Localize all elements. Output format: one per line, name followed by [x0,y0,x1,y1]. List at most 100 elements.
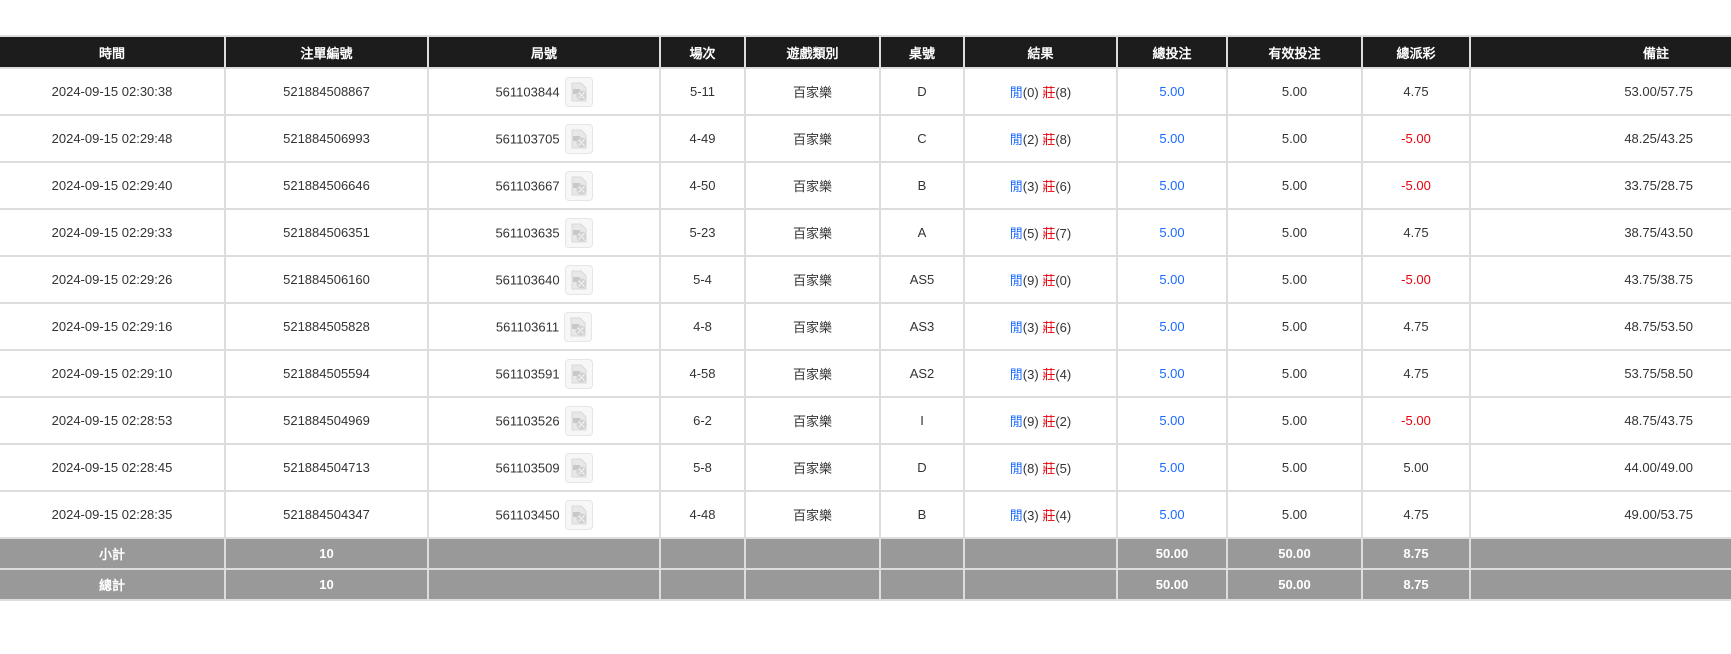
empty-cell [1469,537,1731,570]
replay-video-icon[interactable] [564,311,593,342]
game-type-cell: 百家樂 [744,255,881,304]
remark-cell: 33.75/28.75 [1469,161,1731,210]
header-valid-bet: 有效投注 [1226,35,1363,68]
remark-cell: 49.00/53.75 [1469,490,1731,539]
bet-id-cell: 521884504969 [224,396,429,445]
valid-bet-cell: 5.00 [1226,349,1363,398]
empty-cell [744,537,881,570]
session-cell: 5-8 [659,443,746,492]
replay-video-icon[interactable] [564,123,593,154]
replay-video-icon[interactable] [564,499,593,530]
table-cell: I [879,396,965,445]
table-cell: AS2 [879,349,965,398]
total-bet-cell: 5.00 [1116,349,1228,398]
total-bet-cell: 5.00 [1116,161,1228,210]
banker-score: (8) [1055,85,1072,100]
remark-cell: 48.75/53.50 [1469,302,1731,351]
round-cell: 561103509 [427,443,661,492]
round-cell: 561103667 [427,161,661,210]
bet-id-cell: 521884506646 [224,161,429,210]
player-label: 閒 [1009,273,1023,288]
player-score: (2) [1022,132,1039,147]
game-type-cell: 百家樂 [744,490,881,539]
session-cell: 5-4 [659,255,746,304]
result-cell: 閒(3) 莊(4) [963,349,1118,398]
time-cell: 2024-09-15 02:28:53 [0,396,226,445]
header-remark: 備註 [1469,35,1731,68]
total-bet-cell: 5.00 [1116,490,1228,539]
result-cell: 閒(8) 莊(5) [963,443,1118,492]
player-label: 閒 [1009,508,1023,523]
empty-cell [659,537,746,570]
banker-score: (5) [1055,461,1072,476]
round-number: 561103509 [495,460,560,475]
round-number: 561103450 [495,507,560,522]
table-cell: D [879,443,965,492]
table-cell: B [879,490,965,539]
session-cell: 4-8 [659,302,746,351]
replay-video-icon[interactable] [564,264,593,295]
table-row: 2024-09-15 02:29:33 521884506351 5611036… [0,208,1731,257]
valid-bet-cell: 5.00 [1226,396,1363,445]
payout-cell: 4.75 [1361,349,1471,398]
table-row: 2024-09-15 02:29:48 521884506993 5611037… [0,114,1731,163]
header-result: 結果 [963,35,1118,68]
session-cell: 5-23 [659,208,746,257]
summary-payout: 8.75 [1361,537,1471,570]
time-cell: 2024-09-15 02:29:40 [0,161,226,210]
round-cell: 561103640 [427,255,661,304]
banker-score: (6) [1055,179,1072,194]
game-type-cell: 百家樂 [744,114,881,163]
session-cell: 4-58 [659,349,746,398]
banker-label: 莊 [1042,179,1056,194]
result-cell: 閒(5) 莊(7) [963,208,1118,257]
banker-label: 莊 [1042,226,1056,241]
time-cell: 2024-09-15 02:28:45 [0,443,226,492]
player-label: 閒 [1009,226,1023,241]
replay-video-icon[interactable] [564,452,593,483]
replay-video-icon[interactable] [564,358,593,389]
header-round: 局號 [427,35,661,68]
remark-cell: 43.75/38.75 [1469,255,1731,304]
table-row: 2024-09-15 02:29:10 521884505594 5611035… [0,349,1731,398]
player-label: 閒 [1009,367,1023,382]
player-score: (3) [1022,367,1039,382]
banker-score: (6) [1055,320,1072,335]
total-bet-cell: 5.00 [1116,114,1228,163]
banker-score: (8) [1055,132,1072,147]
total-bet-cell: 5.00 [1116,443,1228,492]
remark-cell: 48.25/43.25 [1469,114,1731,163]
banker-score: (7) [1055,226,1072,241]
total-bet-cell: 5.00 [1116,396,1228,445]
remark-cell: 44.00/49.00 [1469,443,1731,492]
session-cell: 6-2 [659,396,746,445]
bet-id-cell: 521884505828 [224,302,429,351]
empty-cell [879,568,965,601]
table-row: 2024-09-15 02:29:26 521884506160 5611036… [0,255,1731,304]
time-cell: 2024-09-15 02:28:35 [0,490,226,539]
table-header: 時間 注單編號 局號 場次 遊戲類別 桌號 結果 總投注 有效投注 總派彩 備註 [0,35,1731,68]
replay-video-icon[interactable] [564,217,593,248]
summary-label: 總計 [0,568,226,601]
replay-video-icon[interactable] [564,405,593,436]
table-row: 2024-09-15 02:29:16 521884505828 5611036… [0,302,1731,351]
bet-id-cell: 521884506993 [224,114,429,163]
round-number: 561103526 [495,413,560,428]
total-bet-cell: 5.00 [1116,67,1228,116]
game-type-cell: 百家樂 [744,161,881,210]
time-cell: 2024-09-15 02:29:33 [0,208,226,257]
table-cell: D [879,67,965,116]
session-cell: 4-50 [659,161,746,210]
replay-video-icon[interactable] [564,76,593,107]
round-number: 561103640 [495,272,560,287]
summary-count: 10 [224,537,429,570]
round-number: 561103591 [495,366,560,381]
summary-row: 總計 10 50.00 50.00 8.75 [0,568,1731,601]
table-row: 2024-09-15 02:29:40 521884506646 5611036… [0,161,1731,210]
bet-id-cell: 521884506160 [224,255,429,304]
summary-total-bet: 50.00 [1116,568,1228,601]
replay-video-icon[interactable] [564,170,593,201]
bet-id-cell: 521884504713 [224,443,429,492]
payout-cell: 4.75 [1361,490,1471,539]
empty-cell [963,537,1118,570]
